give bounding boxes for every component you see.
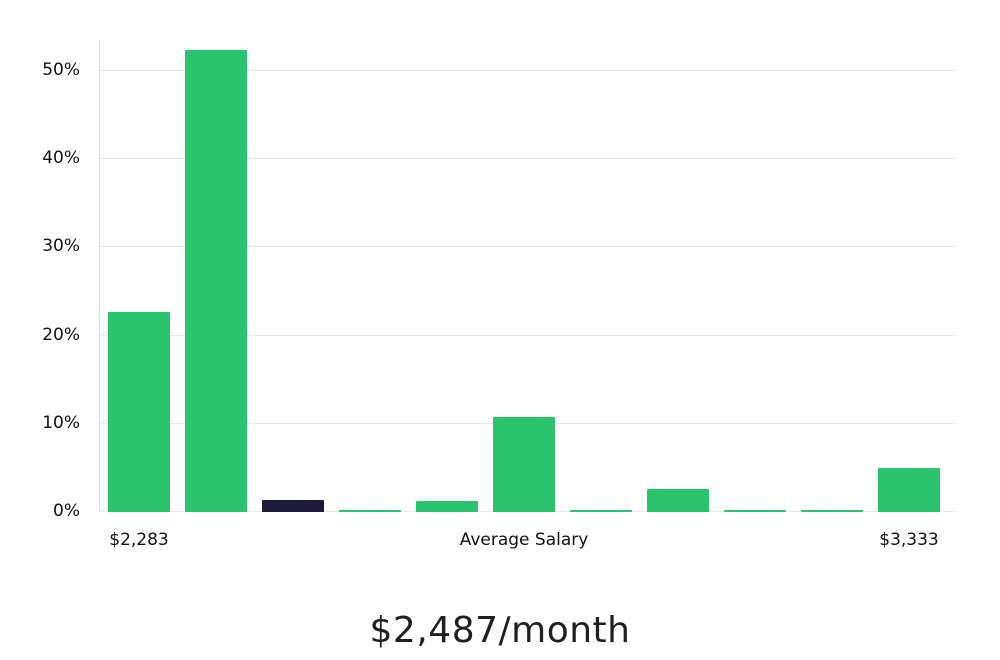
gridline xyxy=(100,69,955,71)
x-axis-label: $3,333 xyxy=(879,530,939,550)
average-salary-title: $2,487/month xyxy=(369,610,631,651)
x-axis-label: Average Salary xyxy=(459,530,589,550)
bar xyxy=(185,49,247,512)
bar xyxy=(724,510,786,512)
y-tick-label: 40% xyxy=(42,148,80,169)
y-tick-label: 20% xyxy=(42,324,80,345)
y-axis-tick-labels: 0% 10% 20% 30% 40% 50% xyxy=(0,40,90,521)
bar xyxy=(801,510,863,512)
bar xyxy=(108,311,170,512)
y-axis-line xyxy=(99,40,100,512)
bar xyxy=(416,500,478,512)
bar xyxy=(570,510,632,512)
gridline xyxy=(100,246,955,248)
plot-area xyxy=(99,40,955,512)
bar xyxy=(339,510,401,512)
gridline xyxy=(100,158,955,160)
bar xyxy=(878,467,940,512)
gridline xyxy=(100,334,955,336)
bar xyxy=(493,416,555,512)
x-axis-label: $2,283 xyxy=(109,530,169,550)
highlighted-bar xyxy=(262,499,324,512)
bar xyxy=(647,489,709,512)
y-tick-label: 50% xyxy=(42,59,80,80)
y-tick-label: 30% xyxy=(42,236,80,257)
y-tick-label: 10% xyxy=(42,412,80,433)
y-tick-label: 0% xyxy=(53,501,80,521)
